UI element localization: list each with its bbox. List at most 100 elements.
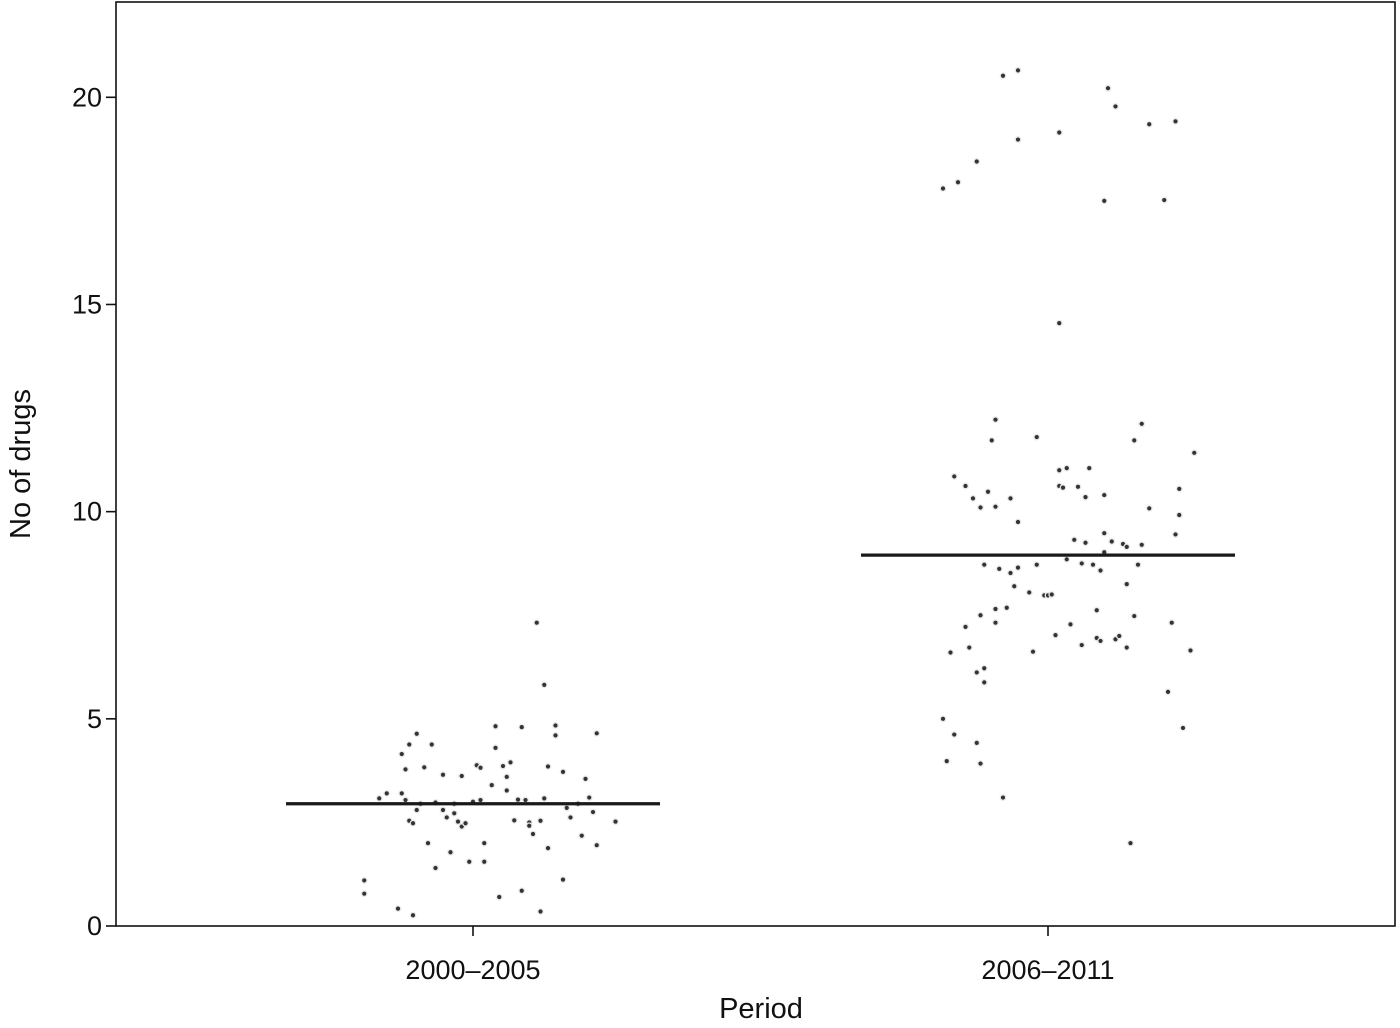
- data-point: [515, 797, 521, 802]
- data-point: [1015, 68, 1021, 73]
- data-point: [974, 740, 979, 745]
- data-point: [553, 723, 558, 728]
- data-point: [560, 769, 566, 774]
- data-point: [940, 716, 946, 721]
- data-point: [1177, 512, 1182, 518]
- data-point: [982, 562, 987, 567]
- data-point: [478, 797, 483, 803]
- data-point: [1192, 450, 1197, 455]
- data-point: [952, 474, 957, 479]
- data-point: [1102, 198, 1107, 203]
- data-point: [1102, 550, 1107, 555]
- data-point: [444, 815, 449, 820]
- data-point: [1098, 638, 1103, 644]
- data-point: [504, 788, 509, 793]
- data-point: [448, 850, 453, 855]
- data-point: [1169, 620, 1174, 625]
- data-point: [523, 797, 528, 803]
- data-point: [1034, 562, 1039, 567]
- medians-layer: [286, 553, 1235, 806]
- data-point: [455, 819, 461, 824]
- data-point: [399, 751, 404, 757]
- data-point: [568, 815, 573, 820]
- data-point: [1135, 562, 1141, 567]
- data-point: [940, 186, 946, 191]
- data-point: [1049, 592, 1054, 597]
- data-point: [1087, 466, 1092, 471]
- data-point: [948, 650, 953, 655]
- data-point: [429, 742, 434, 747]
- data-point: [395, 906, 401, 911]
- data-point: [1162, 197, 1167, 203]
- data-point: [1102, 531, 1107, 536]
- data-point: [974, 670, 979, 675]
- data-point: [1113, 104, 1118, 109]
- data-point: [1064, 466, 1069, 471]
- data-point: [530, 831, 536, 837]
- data-point: [1079, 642, 1084, 648]
- data-point: [377, 796, 382, 801]
- data-point: [993, 504, 998, 509]
- data-point: [433, 865, 438, 871]
- data-point: [579, 833, 584, 838]
- data-point: [1027, 590, 1032, 595]
- data-point: [1132, 613, 1137, 619]
- data-point: [512, 818, 517, 823]
- data-point: [440, 772, 446, 777]
- x-tick-label: 2000–2005: [405, 955, 540, 985]
- data-point: [1008, 570, 1013, 576]
- data-point: [410, 913, 416, 918]
- data-point: [534, 620, 539, 625]
- data-point: [963, 624, 968, 629]
- data-point: [553, 733, 558, 738]
- data-point: [422, 765, 427, 770]
- data-point: [493, 745, 498, 750]
- data-point: [590, 809, 596, 815]
- y-tick-label: 10: [72, 497, 102, 527]
- y-tick-label: 0: [87, 911, 102, 941]
- data-point: [1109, 539, 1114, 544]
- data-point: [978, 761, 983, 766]
- data-point: [1102, 492, 1107, 498]
- data-point: [1117, 633, 1122, 639]
- data-point: [538, 818, 543, 823]
- x-tick-label: 2006–2011: [981, 955, 1114, 985]
- data-point: [613, 819, 618, 824]
- data-point: [1098, 568, 1103, 573]
- data-point: [362, 891, 367, 896]
- data-point: [1188, 648, 1193, 653]
- y-tick-label: 5: [87, 704, 102, 734]
- data-point: [414, 807, 419, 813]
- data-point: [493, 724, 498, 729]
- data-point: [982, 680, 987, 685]
- data-point: [362, 878, 367, 883]
- data-point: [564, 805, 569, 811]
- data-point: [1083, 495, 1088, 500]
- data-point: [1124, 582, 1129, 587]
- data-point: [399, 791, 404, 796]
- data-point: [500, 763, 506, 769]
- data-point: [452, 811, 457, 816]
- data-point: [594, 843, 599, 848]
- data-point: [997, 566, 1002, 571]
- data-point: [1105, 86, 1111, 91]
- data-point: [482, 859, 487, 864]
- data-point: [970, 496, 976, 501]
- data-point: [1072, 537, 1077, 542]
- data-point: [1173, 532, 1178, 537]
- y-axis: 0 5 10 15 20: [72, 82, 116, 941]
- plot-area-frame: [115, 1, 1396, 927]
- data-point: [497, 894, 502, 900]
- data-point: [519, 725, 524, 730]
- data-point: [1128, 841, 1133, 846]
- data-point: [1060, 485, 1066, 490]
- data-point: [974, 159, 979, 164]
- data-point: [440, 807, 446, 813]
- data-point: [519, 888, 524, 893]
- data-point: [508, 760, 513, 765]
- data-point: [560, 877, 566, 882]
- data-point: [978, 613, 983, 618]
- y-axis-title: No of drugs: [5, 389, 37, 539]
- data-point: [463, 821, 468, 826]
- data-point: [1139, 421, 1144, 426]
